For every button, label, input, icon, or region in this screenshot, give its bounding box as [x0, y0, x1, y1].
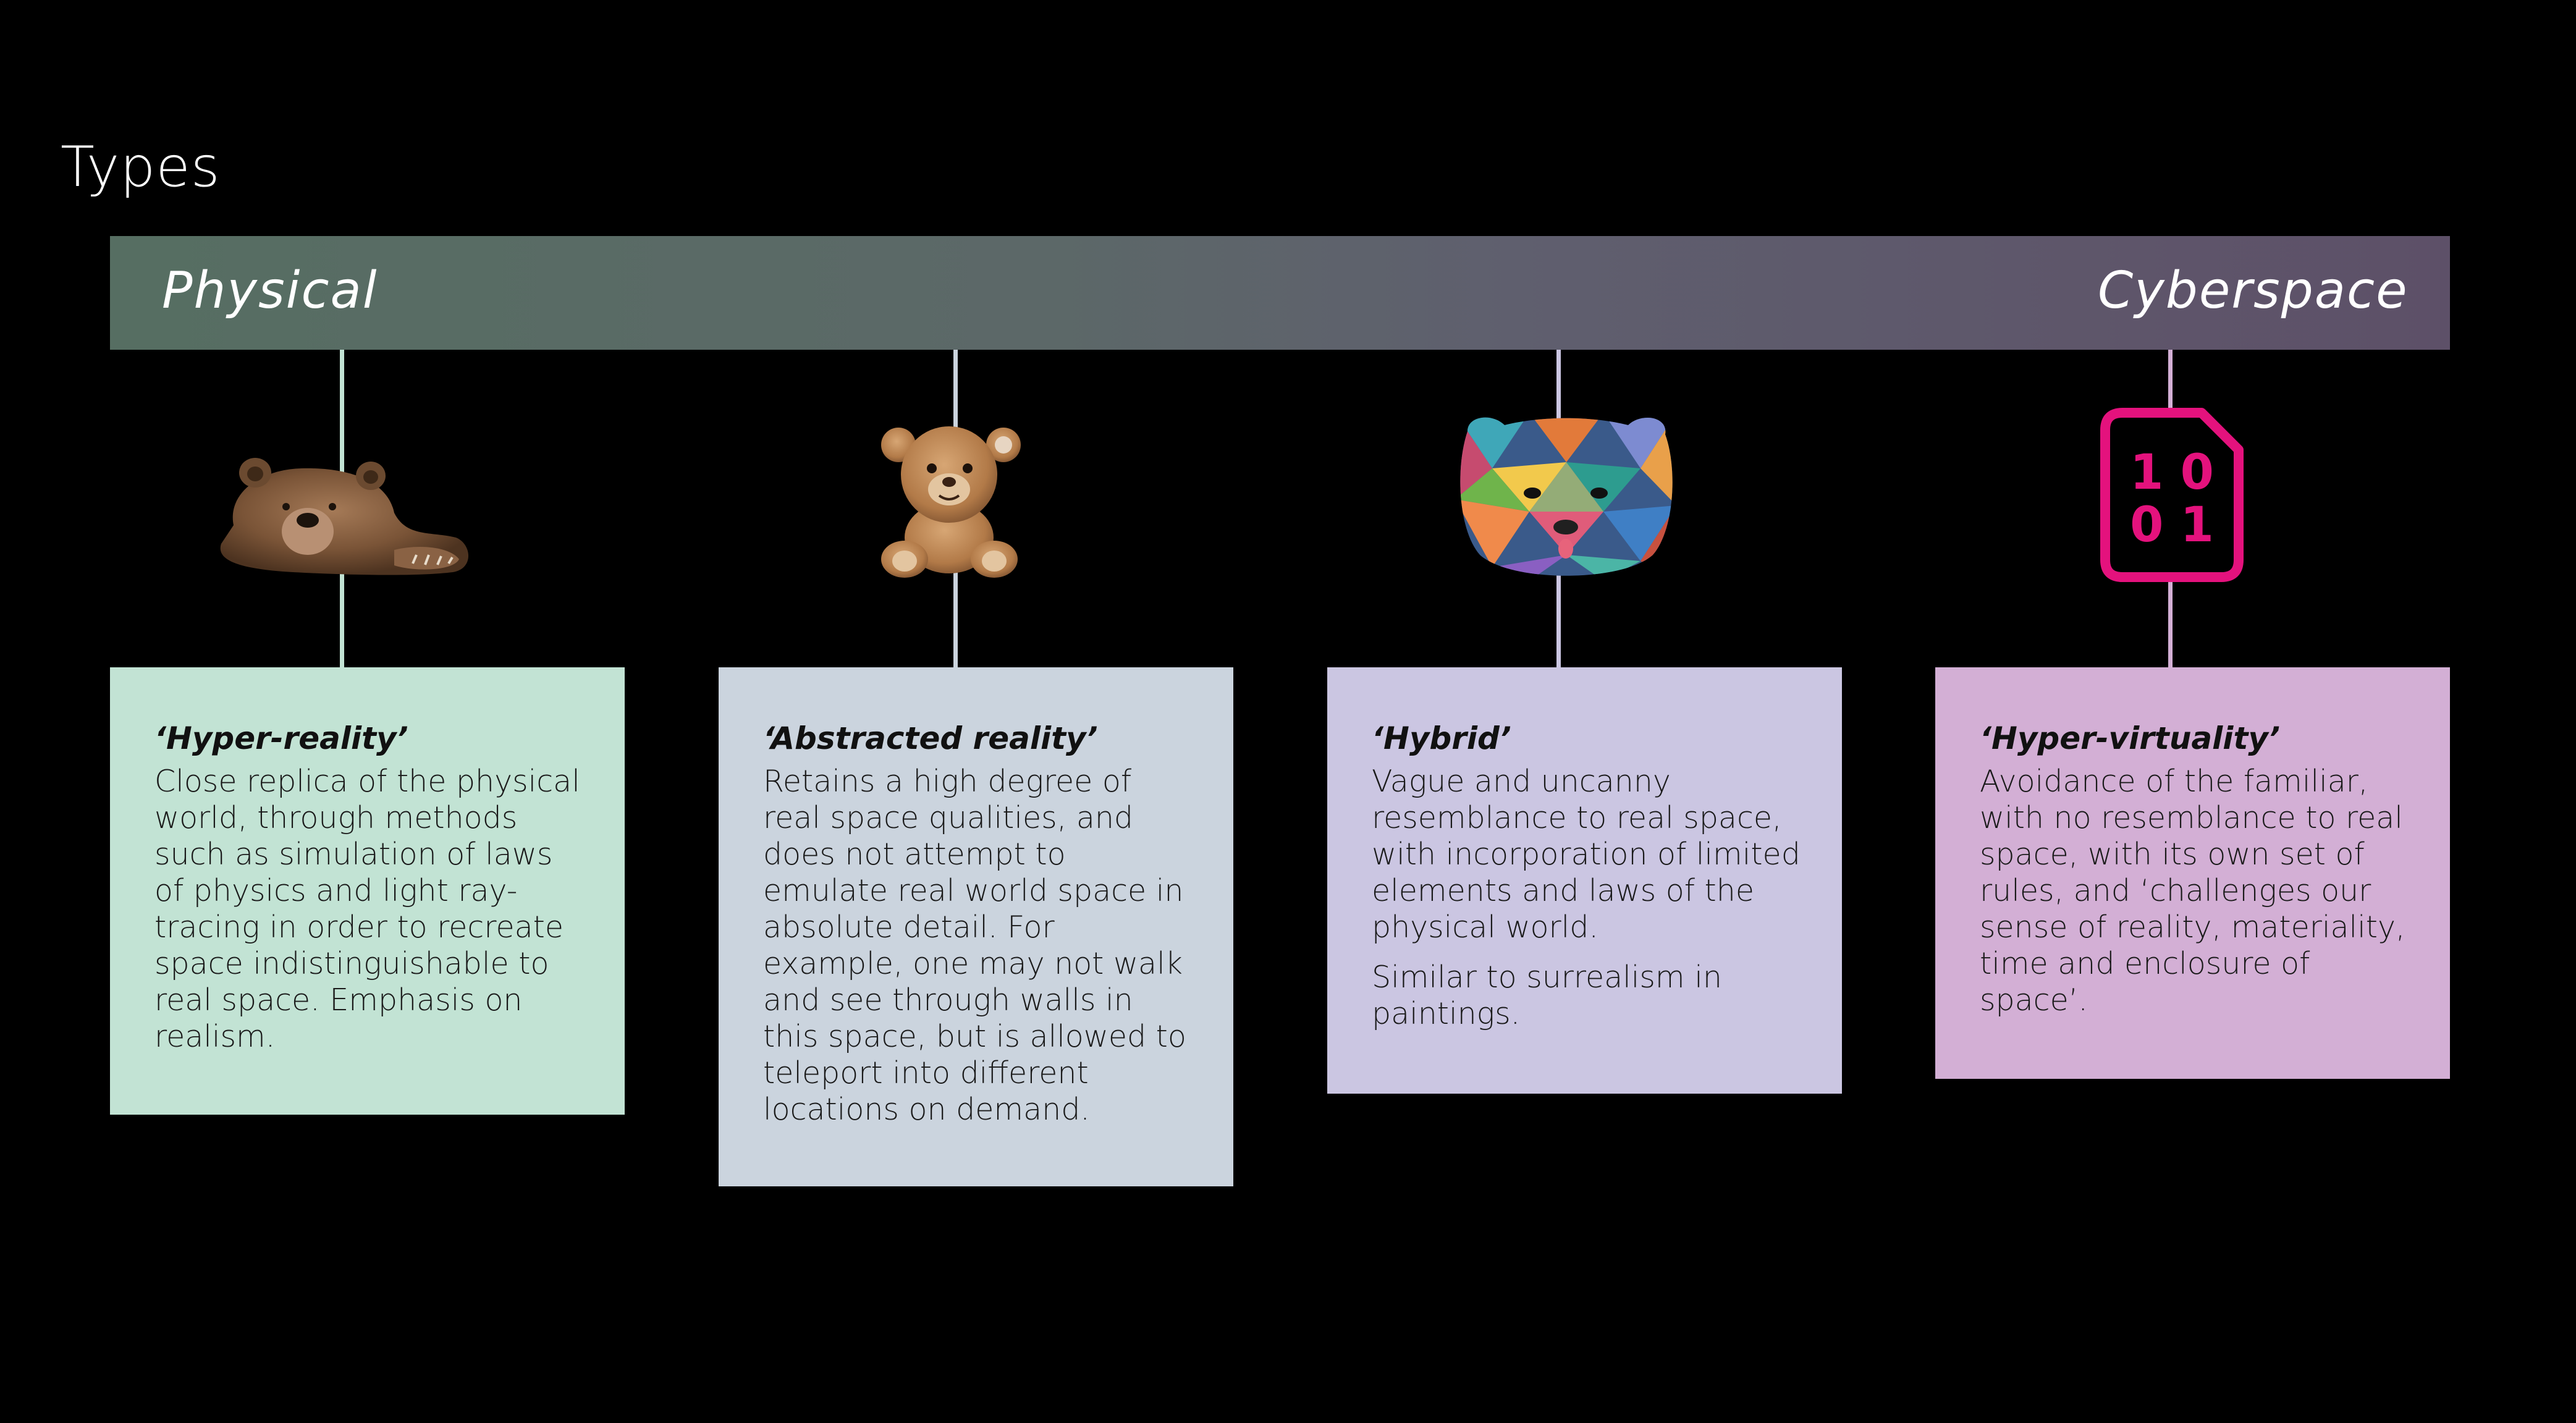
card-hyper-virtuality: ‘Hyper-virtuality’ Avoidance of the fami…	[1935, 667, 2450, 1079]
card-body-hyper-virtuality: Avoidance of the familiar, with no resem…	[1980, 763, 2414, 1018]
card-body-hybrid: Vague and uncanny resemblance to real sp…	[1372, 763, 1806, 1032]
geometric-bear-image	[1455, 413, 1676, 581]
binary-row-1: 1 0	[2130, 445, 2214, 500]
card-paragraph: Retains a high degree of real space qual…	[763, 764, 1186, 1127]
card-paragraph: Vague and uncanny resemblance to real sp…	[1372, 764, 1801, 945]
spectrum-right-label: Cyberspace	[2098, 261, 2409, 320]
card-title-hyper-virtuality: ‘Hyper-virtuality’	[1980, 720, 2280, 756]
card-paragraph: Avoidance of the familiar, with no resem…	[1980, 764, 2405, 1018]
card-title-hyper-reality: ‘Hyper-reality’	[154, 720, 408, 756]
card-body-abstracted-reality: Retains a high degree of real space qual…	[763, 763, 1197, 1128]
physical-cyberspace-spectrum-bar	[110, 236, 2450, 350]
spectrum-left-label: Physical	[162, 261, 378, 320]
card-paragraph: Close replica of the physical world, thr…	[154, 764, 580, 1054]
card-body-hyper-reality: Close replica of the physical world, thr…	[154, 763, 589, 1055]
card-hyper-reality: ‘Hyper-reality’ Close replica of the phy…	[110, 667, 625, 1115]
realistic-bear-image	[209, 445, 475, 581]
teddy-bear-image	[868, 420, 1031, 581]
card-paragraph: Similar to surrealism in paintings.	[1372, 960, 1722, 1031]
card-abstracted-reality: ‘Abstracted reality’ Retains a high degr…	[719, 667, 1233, 1186]
card-title-hybrid: ‘Hybrid’	[1372, 720, 1511, 756]
card-title-abstracted-reality: ‘Abstracted reality’	[763, 720, 1098, 756]
binary-row-2: 0 1	[2130, 497, 2214, 553]
slide-title: Types	[61, 135, 221, 200]
card-hybrid: ‘Hybrid’ Vague and uncanny resemblance t…	[1327, 667, 1842, 1094]
binary-file-icon: 1 0 0 1	[2098, 405, 2246, 585]
